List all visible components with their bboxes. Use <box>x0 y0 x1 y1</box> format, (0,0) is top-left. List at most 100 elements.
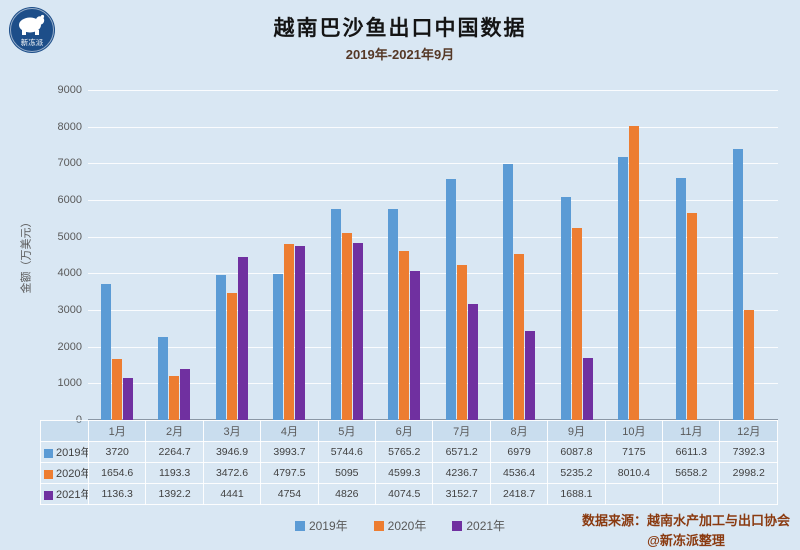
y-tick-label: 6000 <box>57 194 82 206</box>
value-cell: 5658.2 <box>662 462 721 484</box>
brand-logo: 新冻派 <box>8 6 56 54</box>
legend: 2019年 2020年 2021年 <box>0 517 800 534</box>
bar-2020年-4月 <box>284 244 295 420</box>
bar-2019年-7月 <box>445 179 456 420</box>
polar-bear-logo-icon: 新冻派 <box>9 7 55 53</box>
x-axis-line <box>88 419 778 420</box>
value-cell: 1136.3 <box>87 483 147 505</box>
gridline <box>88 90 778 91</box>
value-cell: 6087.8 <box>547 441 606 463</box>
gridline <box>88 383 778 385</box>
logo-text: 新冻派 <box>21 37 44 47</box>
value-cell: 1654.6 <box>87 462 147 484</box>
gridline <box>88 310 778 311</box>
value-cell: 3472.6 <box>202 462 262 484</box>
value-cell: 3993.7 <box>260 441 319 463</box>
bar-2019年-11月 <box>675 177 686 420</box>
bar-2021年-1月 <box>122 378 133 420</box>
bar-2021年-5月 <box>352 243 363 420</box>
value-cell: 6571.2 <box>432 441 491 463</box>
bar-2020年-1月 <box>111 359 122 420</box>
bar-2019年-10月 <box>618 156 629 420</box>
value-cell: 2998.2 <box>719 462 778 484</box>
value-cell: 4826 <box>317 483 377 505</box>
y-tick-label: 5000 <box>57 230 82 243</box>
bar-2020年-10月 <box>629 126 640 420</box>
value-cell: 3720 <box>87 441 147 463</box>
series-swatch-icon <box>44 469 53 479</box>
value-cell: 2418.7 <box>489 483 549 505</box>
value-cell: 7175 <box>604 441 664 463</box>
value-cell: 4536.4 <box>489 462 549 484</box>
value-cell: 4236.7 <box>432 462 491 484</box>
bar-2020年-8月 <box>514 253 525 420</box>
bar-2019年-5月 <box>330 209 341 420</box>
month-label: 3月 <box>202 420 262 442</box>
value-cell: 5235.2 <box>547 462 606 484</box>
bar-2021年-4月 <box>295 245 306 420</box>
value-cell: 2264.7 <box>145 441 204 463</box>
bar-2021年-9月 <box>582 358 593 420</box>
y-tick-label: 4000 <box>57 267 82 280</box>
bar-2019年-1月 <box>100 283 111 420</box>
legend-label: 2019年 <box>308 519 348 533</box>
bar-2021年-3月 <box>237 257 248 420</box>
source-line-2: @新冻派整理 <box>647 532 725 548</box>
series-name: 2021年 <box>56 489 89 501</box>
month-label: 8月 <box>489 420 549 442</box>
value-cell: 3946.9 <box>202 441 262 463</box>
value-cell: 5095 <box>317 462 377 484</box>
month-label: 11月 <box>662 420 721 442</box>
y-axis-title: 金额（万美元） <box>20 216 32 294</box>
legend-item-2019年: 2019年 <box>294 517 348 534</box>
bar-2019年-6月 <box>388 208 399 420</box>
y-tick-label: 8000 <box>57 120 82 133</box>
bar-2019年-8月 <box>503 164 514 420</box>
value-cell: 1193.3 <box>145 462 204 484</box>
table-corner-cell <box>40 420 89 442</box>
value-cell: 6611.3 <box>662 441 721 463</box>
y-tick-label: 7000 <box>57 157 82 170</box>
legend-swatch-icon <box>294 520 305 531</box>
gridline <box>88 200 778 201</box>
series-row-header-2019年: 2019年 <box>40 441 89 463</box>
legend-item-2020年: 2020年 <box>373 517 426 534</box>
month-label: 7月 <box>432 420 491 442</box>
value-cell: 4754 <box>260 483 319 505</box>
bar-2021年-2月 <box>180 368 191 420</box>
series-row-header-2021年: 2021年 <box>40 483 89 505</box>
source-line-1: 数据来源：越南水产加工与出口协会 <box>581 513 790 528</box>
legend-label: 2021年 <box>466 519 506 533</box>
gridline <box>88 273 778 275</box>
y-tick-label: 3000 <box>57 304 82 316</box>
bar-2021年-8月 <box>525 331 536 420</box>
plot-area <box>88 90 778 420</box>
month-label: 2月 <box>145 420 204 442</box>
bar-2019年-3月 <box>215 275 226 420</box>
bar-2020年-2月 <box>169 376 180 420</box>
source-note: 数据来源：越南水产加工与出口协会 @新冻派整理 <box>582 511 790 550</box>
value-cell: 5744.6 <box>317 441 377 463</box>
series-row-header-2020年: 2020年 <box>40 462 89 484</box>
value-cell: 6979 <box>489 441 549 463</box>
bar-2020年-11月 <box>686 212 697 420</box>
gridline <box>88 163 778 165</box>
value-cell: 4599.3 <box>375 462 434 484</box>
value-cell: 5765.2 <box>375 441 434 463</box>
y-axis-title-wrap: 金额（万美元） <box>12 90 38 420</box>
series-swatch-icon <box>44 448 53 458</box>
value-cell: 1688.1 <box>547 483 606 505</box>
value-cell <box>662 483 721 505</box>
month-label: 1月 <box>87 420 147 442</box>
bar-2020年-6月 <box>399 251 410 420</box>
bar-2021年-7月 <box>467 304 478 420</box>
value-cell: 8010.4 <box>604 462 664 484</box>
bar-2020年-12月 <box>744 310 755 420</box>
value-cell: 4074.5 <box>375 483 434 505</box>
series-name: 2020年 <box>56 468 89 480</box>
bar-2021年-6月 <box>410 270 421 420</box>
month-label: 4月 <box>260 420 319 442</box>
value-cell <box>604 483 664 505</box>
value-cell: 3152.7 <box>432 483 491 505</box>
month-label: 10月 <box>604 420 664 442</box>
